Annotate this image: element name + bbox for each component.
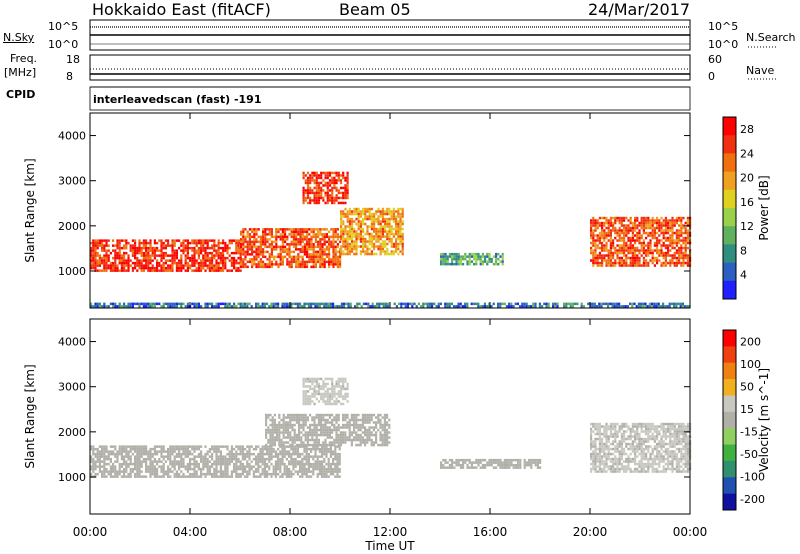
velocity-colorbar-tick-label-5: -50 [740,448,758,461]
nsky-tick-low: 10^0 [48,38,79,51]
velocity-colorbar-tick-label-2: 50 [740,380,754,393]
nsearch-tick-high: 10^5 [708,20,739,33]
power-colorbar-segment-9 [723,280,736,300]
velocity-colorbar-segment-9 [723,477,736,495]
velocity-colorbar-label: Velocity [m s^-1] [757,368,771,472]
velocity-colorbar-segment-10 [723,493,736,511]
velocity-region-1 [265,413,391,447]
velocity-colorbar-segment-6 [723,428,736,446]
velocity-colorbar-tick-label-7: -200 [740,493,765,506]
power-colorbar-tick-label-4: 20 [740,172,754,185]
freq-tick-high: 18 [66,53,80,66]
power-colorbar-tick-label-0: 4 [740,269,747,282]
power-colorbar-segment-4 [723,189,736,209]
velocity-colorbar-tick-label-6: -100 [740,470,765,483]
velocity-colorbar-segment-2 [723,362,736,380]
power-colorbar-segment-3 [723,171,736,191]
velocity-colorbar-tick-label-4: -15 [740,425,758,438]
power-colorbar-segment-1 [723,135,736,154]
power-colorbar-segment-0 [723,117,736,136]
date-label: 24/Mar/2017 [588,0,691,19]
power-colorbar-segment-5 [723,208,736,227]
freq-label: Freq. [10,52,38,65]
power-region-0 [90,239,242,272]
power-region-5 [590,216,692,267]
figure-title: Hokkaido East (fitACF) [92,0,271,19]
beam-label: Beam 05 [339,0,411,19]
power-region-2 [302,171,349,205]
nsearch-tick-low: 10^0 [708,38,739,51]
velocity-colorbar-tick-label-1: 100 [740,358,761,371]
x-tick-label-6: 00:00 [673,525,708,539]
power-colorbar-frame [722,116,737,300]
velocity-y-tick-label-1: 2000 [58,426,86,439]
power-region-6 [90,302,691,308]
velocity-colorbar-segment-4 [723,395,736,413]
power-region-3 [340,207,404,256]
velocity-region-4 [590,422,692,473]
x-tick-label-1: 04:00 [173,525,208,539]
cpid-label: CPID [6,88,36,101]
velocity-region-3 [440,458,542,469]
freq-unit-label: [MHz] [4,66,37,79]
power-y-axis-label: Slant Range [km] [23,158,37,262]
nsky-tick-high: 10^5 [48,20,79,33]
velocity-colorbar-segment-1 [723,346,736,364]
velocity-colorbar-segment-7 [723,444,736,462]
power-y-tick-label-0: 1000 [58,265,86,278]
x-tick-label-5: 20:00 [573,525,608,539]
velocity-colorbar-tick-label-3: 15 [740,403,754,416]
velocity-region-0 [90,445,341,478]
power-colorbar-tick-label-5: 24 [740,147,754,160]
power-y-tick-label-1: 2000 [58,220,86,233]
velocity-y-tick-label-2: 3000 [58,381,86,394]
power-region-4 [440,252,504,266]
velocity-y-tick-label-3: 4000 [58,336,86,349]
velocity-colorbar-segment-8 [723,460,736,478]
velocity-panel-frame [89,318,691,515]
velocity-region-2 [302,377,349,406]
power-colorbar-tick-label-1: 8 [740,244,747,257]
cpid-panel-frame [89,86,691,111]
power-colorbar-segment-2 [723,153,736,173]
power-colorbar-tick-label-6: 28 [740,123,754,136]
power-region-1 [240,228,342,269]
nsky-label: N.Sky [3,31,35,44]
velocity-colorbar-segment-0 [723,330,736,347]
cpid-text: interleavedscan (fast) -191 [93,93,262,106]
velocity-colorbar-tick-label-0: 200 [740,335,761,348]
x-tick-label-3: 12:00 [373,525,408,539]
x-tick-label-4: 16:00 [473,525,508,539]
power-colorbar-segment-8 [723,262,736,282]
power-colorbar-tick-label-3: 16 [740,196,754,209]
nsearch-label: N.Search [746,31,796,44]
nave-tick-low: 0 [708,70,715,83]
velocity-colorbar-frame [722,329,737,511]
power-y-tick-label-2: 3000 [58,175,86,188]
power-colorbar-tick-label-2: 12 [740,220,754,233]
velocity-y-axis-label: Slant Range [km] [23,364,37,468]
x-tick-label-0: 00:00 [73,525,108,539]
nave-label: Nave [746,64,775,77]
power-colorbar-label: Power [dB] [757,175,771,240]
velocity-colorbar-segment-5 [723,411,736,429]
power-y-tick-label-3: 4000 [58,130,86,143]
nave-tick-high: 60 [708,53,722,66]
x-axis-label: Time UT [364,539,415,553]
power-colorbar-segment-7 [723,244,736,264]
freq-tick-low: 8 [66,70,73,83]
x-tick-label-2: 08:00 [273,525,308,539]
velocity-colorbar-segment-3 [723,379,736,396]
velocity-y-tick-label-0: 1000 [58,471,86,484]
freq-panel-frame [89,54,691,81]
power-colorbar-segment-6 [723,226,736,245]
